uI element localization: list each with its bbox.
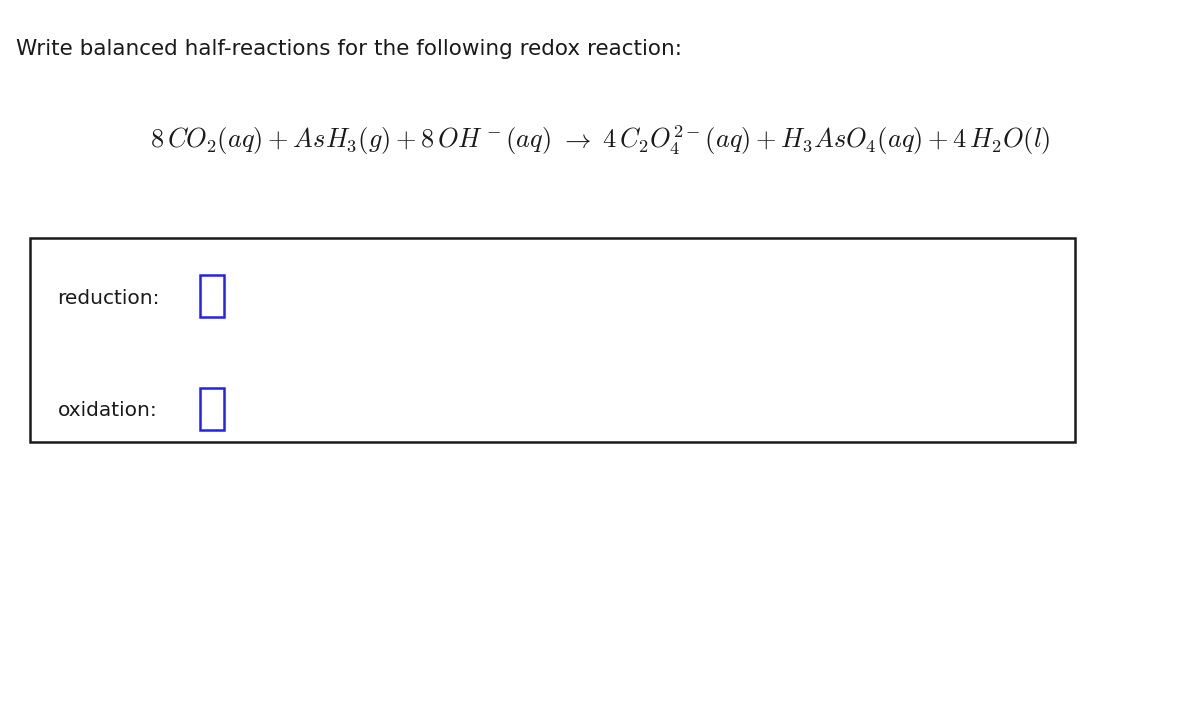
Text: $8\,\mathit{CO_2}(\mathit{aq})+\mathit{AsH_3}(\mathit{g})+8\,\mathit{OH}^-(\math: $8\,\mathit{CO_2}(\mathit{aq})+\mathit{A…: [150, 124, 1050, 157]
FancyBboxPatch shape: [30, 238, 1075, 442]
FancyBboxPatch shape: [200, 275, 224, 317]
FancyBboxPatch shape: [200, 388, 224, 430]
Text: Write balanced half-reactions for the following redox reaction:: Write balanced half-reactions for the fo…: [16, 39, 682, 58]
Text: oxidation:: oxidation:: [58, 401, 157, 420]
Text: reduction:: reduction:: [58, 289, 160, 308]
